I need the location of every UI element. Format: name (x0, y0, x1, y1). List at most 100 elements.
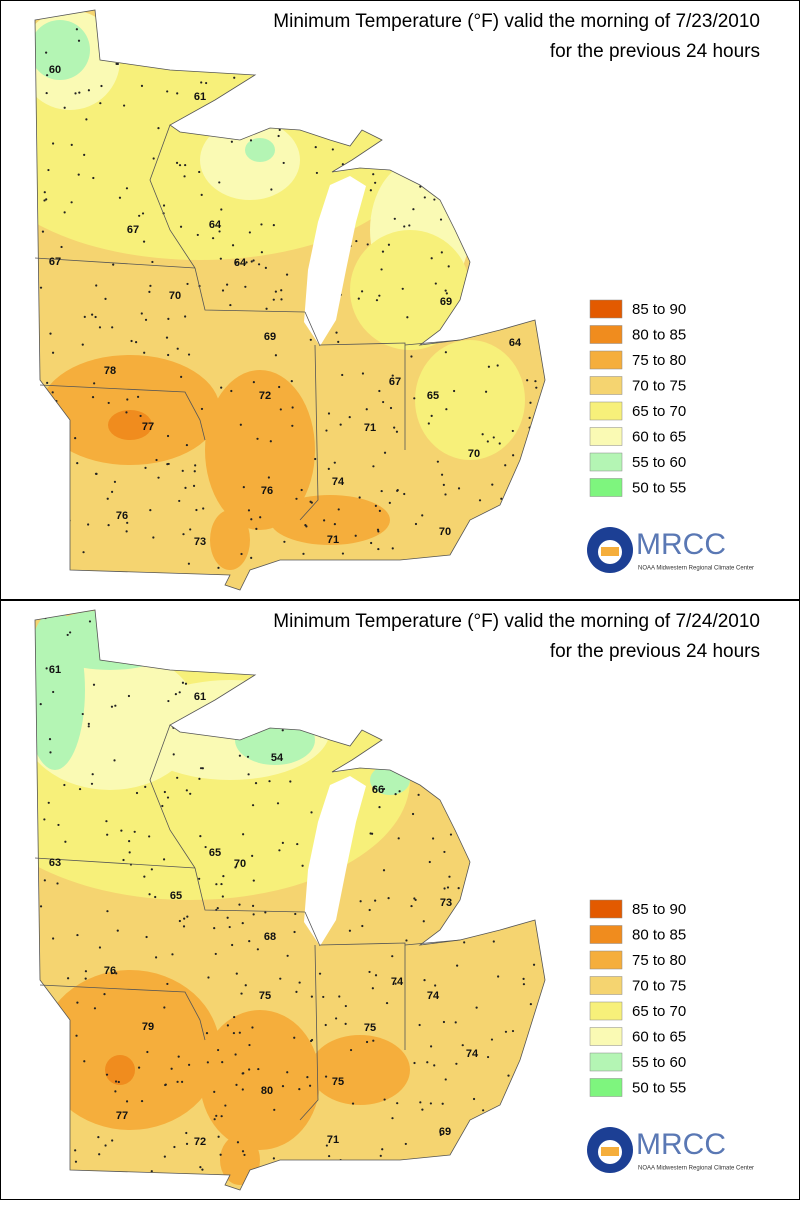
station (529, 1003, 532, 1006)
station (368, 908, 371, 912)
temperature-label: 67 (389, 376, 401, 388)
station (87, 722, 90, 725)
station (183, 175, 186, 178)
station (57, 823, 60, 827)
station (92, 176, 95, 180)
station (185, 1142, 189, 1145)
station (411, 812, 415, 816)
station (185, 1131, 188, 1135)
station (257, 1067, 260, 1071)
station (106, 497, 109, 500)
temperature-label: 76 (261, 485, 273, 497)
station (448, 875, 451, 878)
station (39, 286, 43, 289)
station (213, 1090, 216, 1093)
station (176, 92, 179, 95)
station (314, 146, 317, 149)
station (179, 225, 183, 228)
station (339, 423, 342, 426)
station (484, 390, 488, 393)
station (238, 754, 241, 757)
station (298, 981, 301, 984)
station (154, 956, 158, 959)
station (138, 214, 141, 217)
station (110, 705, 114, 708)
station (120, 829, 123, 832)
station (116, 929, 119, 932)
station (403, 492, 406, 496)
station (453, 389, 456, 393)
station (391, 374, 394, 377)
station (74, 1149, 77, 1152)
station (82, 551, 85, 554)
legend-swatch (589, 299, 623, 319)
station (278, 849, 281, 852)
station (113, 480, 117, 483)
subtitle: for the previous 24 hours (550, 41, 760, 62)
station (293, 1036, 296, 1039)
station (422, 920, 425, 923)
station (107, 401, 110, 405)
station (349, 1048, 353, 1052)
temperature-label: 70 (234, 858, 246, 870)
legend-swatch (589, 452, 623, 472)
station (186, 915, 189, 918)
station (91, 313, 94, 316)
station (256, 948, 259, 951)
station (111, 1139, 114, 1142)
station (444, 1078, 447, 1081)
station (273, 1108, 276, 1111)
title: Minimum Temperature (°F) valid the morni… (273, 611, 760, 632)
station (433, 1064, 436, 1067)
station (295, 497, 298, 500)
station (444, 289, 447, 292)
temperature-label: 71 (327, 534, 339, 546)
station (83, 153, 86, 156)
legend-swatch (589, 325, 623, 344)
legend-swatch (589, 899, 623, 919)
station (206, 1061, 209, 1064)
station (177, 1055, 180, 1058)
legend-swatch (589, 1052, 623, 1072)
legend-label: 65 to 70 (632, 403, 686, 420)
station (354, 534, 357, 537)
station (423, 979, 426, 982)
station (226, 283, 229, 286)
station (281, 841, 284, 844)
station (83, 1060, 86, 1063)
station (289, 780, 292, 783)
station (107, 524, 110, 527)
station (242, 833, 245, 836)
station (344, 1004, 347, 1008)
station (529, 401, 532, 404)
station (441, 1102, 444, 1105)
contour-area (350, 230, 470, 350)
station (205, 1032, 209, 1035)
station (248, 231, 251, 234)
station (434, 282, 437, 285)
station (251, 804, 255, 807)
station (358, 496, 361, 499)
temperature-label: 76 (116, 510, 128, 522)
station (264, 911, 267, 914)
station (472, 1097, 476, 1101)
contours (35, 10, 544, 590)
station (394, 982, 397, 985)
logo-subtitle: NOAA Midwestern Regional Climate Center (638, 1166, 754, 1172)
station (106, 910, 109, 913)
station (228, 925, 231, 929)
station (144, 785, 147, 788)
station (110, 490, 114, 494)
station (512, 454, 515, 457)
station (511, 1029, 515, 1033)
station (396, 1102, 399, 1105)
station (213, 1118, 216, 1121)
station (174, 693, 177, 696)
station (382, 787, 386, 791)
station (111, 326, 114, 329)
station (234, 866, 237, 869)
station (378, 389, 381, 393)
station (150, 1170, 153, 1173)
station (414, 898, 417, 902)
